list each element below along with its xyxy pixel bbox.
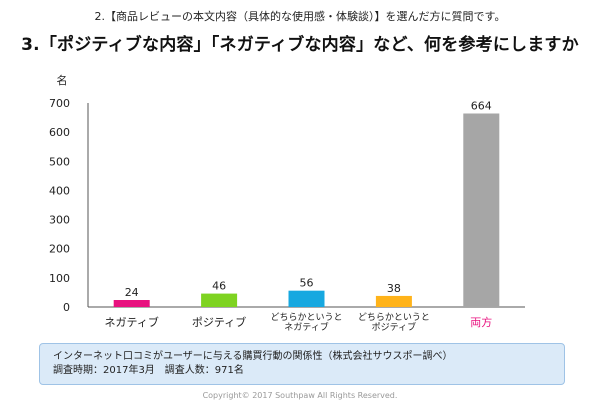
y-tick-label: 700 — [49, 97, 70, 110]
x-category-label: どちらかというと — [358, 312, 430, 323]
bar-value-label: 56 — [300, 277, 314, 290]
y-tick-label: 300 — [49, 214, 70, 227]
bar-value-label: 46 — [212, 280, 226, 293]
x-category-label: ネガティブ — [284, 321, 328, 333]
y-tick-label: 500 — [49, 155, 70, 168]
x-category-label: ポジティブ — [372, 321, 416, 333]
bar — [375, 295, 412, 307]
survey-details: 調査時期：2017年3月 調査人数：971名 — [53, 365, 244, 376]
page-title: 3.「ポジティブな内容」「ネガティブな内容」など、何を参考にしますか — [21, 35, 579, 55]
pre-title: 2.【商品レビューの本文内容（具体的な使用感・体験談）】を選んだ方に質問です。 — [94, 10, 506, 23]
x-category-label: ポジティブ — [192, 315, 246, 329]
survey-note: インターネット口コミがユーザーに与える購買行動の関係性（株式会社サウスポー調べ）… — [39, 343, 565, 385]
x-category-label: どちらかというと — [270, 312, 342, 323]
copyright: Copyright© 2017 Southpaw All Rights Rese… — [202, 391, 398, 400]
y-tick-label: 100 — [49, 272, 70, 285]
bar-value-label: 24 — [125, 286, 139, 299]
x-category-label: 両方 — [470, 315, 492, 329]
bar — [113, 300, 150, 307]
y-tick-label: 200 — [49, 243, 70, 256]
bar-value-label: 664 — [471, 99, 492, 112]
y-tick-label: 400 — [49, 184, 70, 197]
y-axis-unit-label: 名 — [57, 73, 68, 87]
survey-source: インターネット口コミがユーザーに与える購買行動の関係性（株式会社サウスポー調べ） — [53, 351, 453, 362]
y-tick-label: 0 — [63, 301, 70, 314]
y-tick-label: 600 — [49, 126, 70, 139]
bar-value-label: 38 — [387, 282, 401, 295]
x-category-label: ネガティブ — [105, 315, 159, 329]
bar — [288, 290, 325, 307]
bar — [201, 293, 238, 307]
bar-chart: 名 0 100 200 300 400 500 600 700 24 ネガティブ 46 ポジティブ 56 ど… — [49, 73, 525, 333]
bar — [463, 113, 500, 308]
